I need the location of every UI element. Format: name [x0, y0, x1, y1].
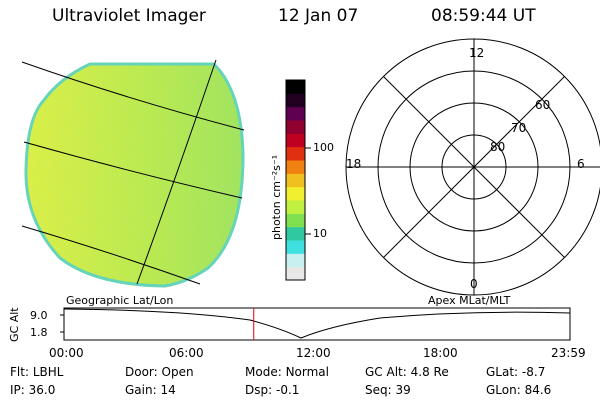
colorbar-segment	[286, 226, 305, 241]
altitude-curve	[63, 308, 571, 339]
mlat-label-70: 70	[511, 121, 527, 135]
lat-line	[21, 61, 245, 131]
colorbar-tick-label: 100	[313, 141, 334, 154]
status-value: -0.1	[275, 383, 300, 397]
lat-line	[23, 141, 243, 199]
status-door: Door: Open	[125, 365, 194, 379]
status-mode: Mode: Normal	[245, 365, 329, 379]
polar-diagonal	[383, 76, 565, 258]
geo-grid	[21, 59, 245, 285]
image-edge	[24, 62, 245, 288]
colorbar-segment	[286, 160, 305, 174]
status-value: LBHL	[32, 365, 64, 379]
time-tick: 12:00	[296, 346, 331, 360]
altitude-ticks	[60, 314, 64, 333]
colorbar-segment	[286, 120, 305, 134]
colorbar-segment	[286, 266, 305, 281]
image-speckle	[25, 64, 243, 286]
colorbar-segment	[286, 253, 305, 268]
status-value: 84.6	[524, 383, 552, 397]
colorbar-unit-label: photon cm⁻²s⁻¹	[270, 154, 283, 240]
colorbar-segment	[286, 93, 305, 108]
status-gain: Gain: 14	[125, 383, 176, 397]
status-filter: Flt: LBHL	[10, 365, 64, 379]
time-tick: 06:00	[169, 346, 204, 360]
geographic-label: Geographic Lat/Lon	[66, 294, 174, 307]
altitude-ytick: 9.0	[30, 309, 48, 322]
colorbar-segment	[286, 186, 305, 201]
status-value: 39	[395, 383, 411, 397]
status-glon: GLon: 84.6	[486, 383, 552, 397]
mlt-label-12: 12	[469, 46, 485, 60]
status-value: 36.0	[28, 383, 56, 397]
time-tick: 00:00	[49, 346, 84, 360]
status-value: Open	[161, 365, 194, 379]
time-tick: 23:59	[551, 346, 586, 360]
colorbar-frame	[285, 79, 311, 281]
apex-label: Apex MLat/MLT	[428, 294, 511, 307]
status-dsp: Dsp: -0.1	[245, 383, 300, 397]
mlt-label-18: 18	[346, 157, 362, 171]
lon-line	[136, 59, 217, 285]
status-gc-alt: GC Alt: 4.8 Re	[365, 365, 449, 379]
colorbar	[286, 80, 305, 281]
altitude-frame	[63, 307, 571, 341]
status-glat: GLat: -8.7	[486, 365, 546, 379]
colorbar-segment	[286, 173, 305, 188]
colorbar-segment	[286, 200, 305, 214]
mlt-label-0: 0	[470, 277, 478, 291]
colorbar-tick-label: 10	[313, 227, 327, 240]
status-seq: Seq: 39	[365, 383, 411, 397]
mlt-label-6: 6	[577, 157, 585, 171]
mlat-label-60: 60	[535, 98, 551, 112]
instrument-title: Ultraviolet Imager	[52, 6, 206, 26]
geographic-image	[21, 59, 245, 288]
colorbar-segment	[286, 133, 305, 148]
altitude-ytick: 1.8	[30, 326, 48, 339]
colorbar-segment	[286, 146, 305, 161]
date-label: 12 Jan 07	[278, 6, 359, 26]
colorbar-segment	[286, 80, 305, 94]
colorbar-segment	[286, 213, 305, 228]
status-ip: IP: 36.0	[10, 383, 56, 397]
colorbar-segment	[286, 106, 305, 121]
polar-plot	[345, 38, 600, 296]
status-value: 4.8 Re	[410, 365, 449, 379]
altitude-ylabel: GC Alt	[8, 307, 21, 342]
lat-line	[21, 225, 201, 285]
time-tick: 18:00	[423, 346, 458, 360]
status-value: 14	[160, 383, 176, 397]
status-value: -8.7	[521, 365, 546, 379]
time-label: 08:59:44 UT	[431, 6, 536, 26]
mlat-label-80: 80	[490, 140, 506, 154]
altitude-plot	[60, 307, 571, 341]
status-value: Normal	[285, 365, 329, 379]
colorbar-segment	[286, 240, 305, 254]
